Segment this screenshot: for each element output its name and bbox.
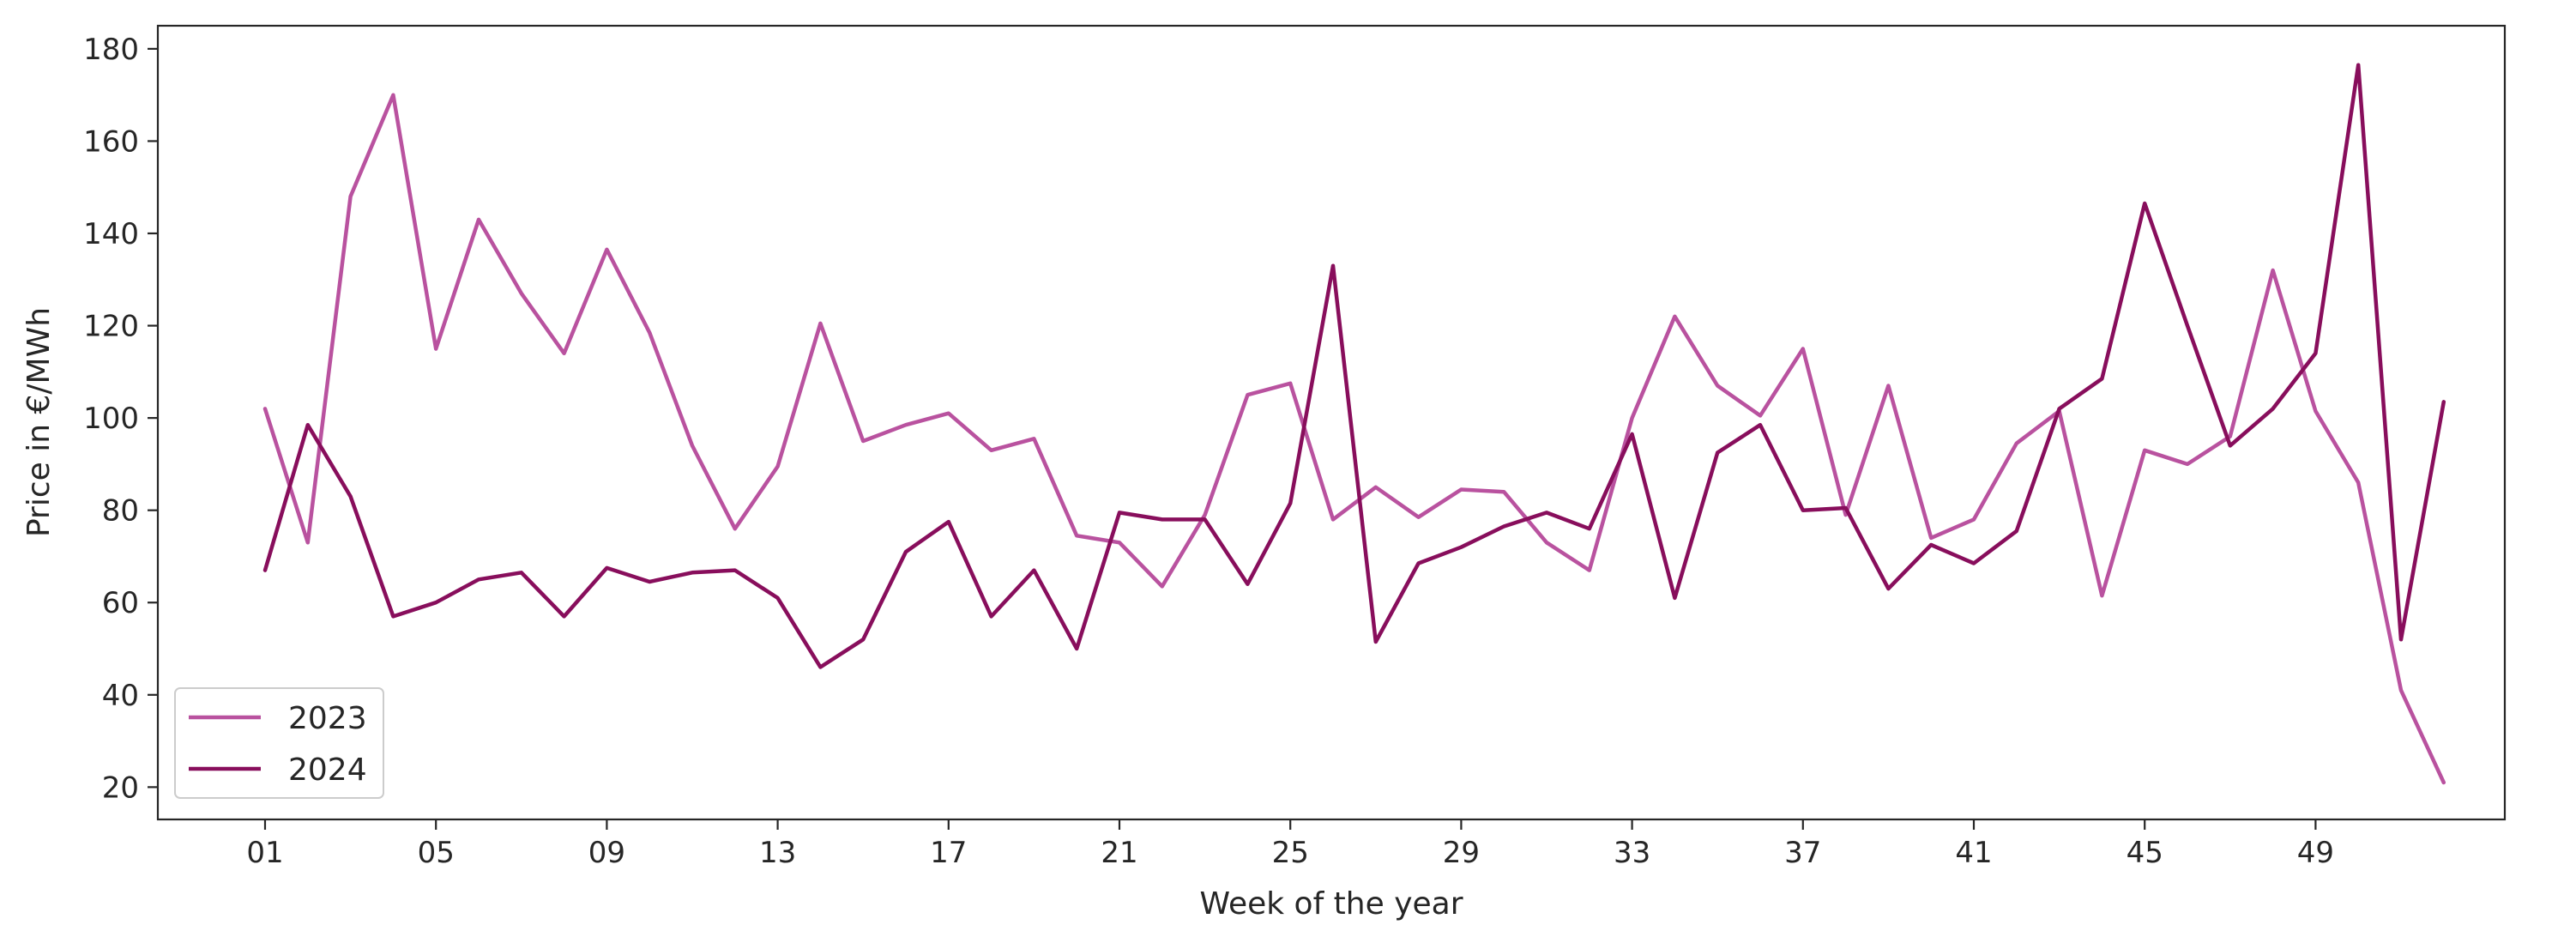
y-tick-label: 20 [102, 771, 139, 805]
y-tick-label: 160 [83, 124, 139, 159]
x-tick-label: 37 [1784, 836, 1821, 870]
y-axis: 20 40 60 80 100 120 140 160 180 [83, 33, 158, 805]
y-tick-label: 120 [83, 310, 139, 344]
x-tick-label: 09 [588, 836, 625, 870]
y-tick-label: 60 [102, 586, 139, 620]
x-tick-label: 05 [418, 836, 455, 870]
y-tick-label: 80 [102, 494, 139, 529]
x-tick-label: 33 [1614, 836, 1650, 870]
x-axis-title: Week of the year [1199, 886, 1463, 922]
x-tick-label: 45 [2127, 836, 2163, 870]
legend: 2023 2024 [174, 687, 384, 799]
y-axis-title: Price in €/MWh [21, 307, 57, 537]
legend-label-2023: 2023 [288, 701, 367, 736]
x-tick-label: 29 [1443, 836, 1480, 870]
x-tick-label: 41 [1955, 836, 1992, 870]
x-tick-label: 25 [1272, 836, 1309, 870]
x-axis: 01 05 09 13 17 21 25 29 33 37 41 45 49 [246, 819, 2334, 870]
y-tick-label: 180 [83, 33, 139, 67]
y-tick-label: 40 [102, 679, 139, 713]
x-tick-label: 49 [2297, 836, 2334, 870]
legend-label-2024: 2024 [288, 753, 367, 788]
y-tick-label: 100 [83, 402, 139, 436]
series-line-2024 [262, 63, 2446, 669]
x-tick-label: 13 [759, 836, 796, 870]
x-tick-label: 17 [930, 836, 967, 870]
plot-frame [156, 24, 2507, 821]
series-line-2023 [262, 93, 2446, 785]
x-tick-label: 01 [246, 836, 283, 870]
series-layer [262, 63, 2446, 785]
x-tick-label: 21 [1101, 836, 1137, 870]
y-tick-label: 140 [83, 217, 139, 251]
